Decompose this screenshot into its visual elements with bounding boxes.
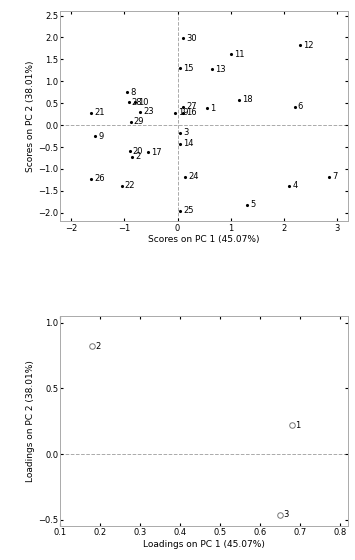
Text: 2: 2 bbox=[95, 342, 101, 351]
Text: 5: 5 bbox=[250, 200, 255, 209]
Text: 10: 10 bbox=[138, 98, 149, 107]
Y-axis label: Scores on PC 2 (38.01%): Scores on PC 2 (38.01%) bbox=[26, 60, 36, 172]
Text: 28: 28 bbox=[132, 98, 142, 107]
Text: 25: 25 bbox=[183, 206, 194, 215]
Text: 3: 3 bbox=[283, 510, 289, 519]
Text: 15: 15 bbox=[183, 64, 194, 73]
Text: 1: 1 bbox=[210, 104, 215, 113]
Text: 13: 13 bbox=[215, 64, 226, 73]
Text: 3: 3 bbox=[183, 128, 189, 138]
Text: 20: 20 bbox=[133, 147, 143, 156]
Text: 21: 21 bbox=[94, 108, 105, 118]
Text: 2: 2 bbox=[136, 152, 141, 161]
Text: 4: 4 bbox=[293, 181, 298, 190]
Text: 17: 17 bbox=[152, 148, 162, 157]
Text: 14: 14 bbox=[183, 139, 194, 148]
Text: 24: 24 bbox=[189, 172, 199, 181]
Text: 9: 9 bbox=[98, 132, 103, 141]
Text: 19: 19 bbox=[178, 108, 189, 118]
Text: 22: 22 bbox=[125, 181, 135, 190]
Y-axis label: Loadings on PC 2 (38.01%): Loadings on PC 2 (38.01%) bbox=[26, 360, 36, 482]
Text: 8: 8 bbox=[130, 88, 136, 97]
Text: 1: 1 bbox=[295, 421, 300, 430]
X-axis label: Scores on PC 1 (45.07%): Scores on PC 1 (45.07%) bbox=[148, 235, 260, 244]
Text: 26: 26 bbox=[94, 174, 105, 183]
Text: 7: 7 bbox=[332, 172, 338, 181]
Text: 16: 16 bbox=[186, 108, 197, 118]
Text: 18: 18 bbox=[242, 95, 252, 104]
Text: 6: 6 bbox=[298, 102, 303, 111]
Text: 30: 30 bbox=[186, 34, 197, 43]
Text: 11: 11 bbox=[234, 50, 245, 59]
Text: 12: 12 bbox=[303, 41, 314, 50]
X-axis label: Loadings on PC 1 (45.07%): Loadings on PC 1 (45.07%) bbox=[143, 540, 265, 549]
Text: 23: 23 bbox=[143, 108, 154, 116]
Text: 29: 29 bbox=[134, 117, 144, 126]
Text: 27: 27 bbox=[186, 102, 197, 111]
